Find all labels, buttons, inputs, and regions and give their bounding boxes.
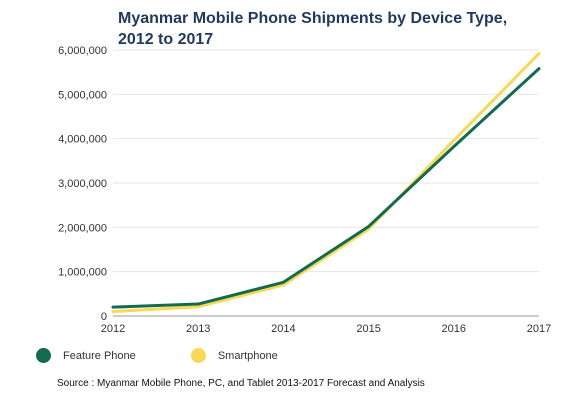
- chart-title-line-2: 2012 to 2017: [118, 31, 214, 48]
- x-tick-label: 2014: [271, 323, 295, 335]
- chart-title-line-1: Myanmar Mobile Phone Shipments by Device…: [118, 10, 508, 27]
- y-tick-label: 2,000,000: [58, 222, 107, 234]
- x-tick-label: 2015: [356, 323, 380, 335]
- x-tick-label: 2017: [527, 323, 551, 335]
- y-tick-label: 3,000,000: [58, 178, 107, 190]
- y-tick-label: 4,000,000: [58, 134, 107, 146]
- source-note: Source : Myanmar Mobile Phone, PC, and T…: [57, 378, 425, 389]
- x-tick-label: 2016: [442, 323, 466, 335]
- legend-label-feature-phone: Feature Phone: [63, 349, 136, 362]
- legend-item-feature-phone: Feature Phone: [36, 348, 136, 363]
- grid-lines: [113, 49, 539, 317]
- y-tick-label: 0: [101, 311, 107, 323]
- legend-label-smartphone: Smartphone: [217, 349, 278, 362]
- y-tick-label: 6,000,000: [58, 45, 107, 57]
- series-line-smartphone: [111, 52, 541, 314]
- series-lines: [111, 52, 541, 314]
- y-axis-ticks: 6,000,000 5,000,000 4,000,000 3,000,000 2,00…: [58, 45, 107, 323]
- legend-marker-feature-phone: [36, 348, 51, 363]
- line-chart: 6,000,000 5,000,000 4,000,000 3,000,000 2,00…: [58, 45, 551, 335]
- x-tick-label: 2012: [101, 323, 125, 335]
- legend: Feature Phone Smartphone: [36, 348, 330, 366]
- series-line-feature-phone: [111, 67, 541, 309]
- legend-marker-smartphone: [190, 348, 206, 363]
- legend-item-smartphone: Smartphone: [190, 348, 278, 363]
- chart-title: Myanmar Mobile Phone Shipments by Device…: [118, 8, 558, 50]
- y-tick-label: 1,000,000: [58, 267, 107, 279]
- x-axis-ticks: 2012 2013 2014 2015 2016 2017: [101, 323, 551, 335]
- x-tick-label: 2013: [186, 323, 210, 335]
- y-tick-label: 5,000,000: [58, 89, 107, 101]
